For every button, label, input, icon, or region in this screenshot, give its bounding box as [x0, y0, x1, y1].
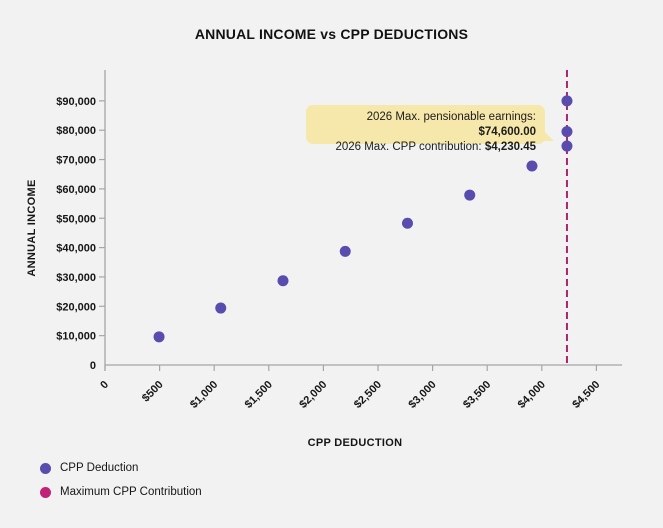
y-tick-label: $80,000 — [56, 125, 96, 137]
y-tick-label: $90,000 — [56, 96, 96, 108]
x-tick-label: $2,000 — [297, 379, 329, 411]
data-point — [526, 160, 538, 172]
data-point — [215, 302, 227, 314]
pensionable-earnings-value: $74,600.00 — [478, 126, 536, 138]
data-point — [401, 217, 413, 229]
x-tick-label: $4,000 — [516, 379, 548, 411]
y-tick-label: $60,000 — [56, 184, 96, 196]
legend-label: CPP Deduction — [60, 462, 139, 474]
y-tick-label: $20,000 — [56, 301, 96, 313]
y-tick-label: 0 — [90, 360, 96, 372]
x-tick-label: $3,000 — [406, 379, 438, 411]
legend-item-cpp-deduction: CPP Deduction — [40, 462, 202, 474]
y-axis-title: ANNUAL INCOME — [26, 179, 38, 277]
x-tick-label: $500 — [140, 379, 166, 405]
max-values-annotation: 2026 Max. pensionable earnings: $74,600.… — [306, 105, 554, 153]
annotation-line-pensionable-earnings: 2026 Max. pensionable earnings: $74,600.… — [366, 111, 536, 138]
x-tick-label: $4,500 — [570, 379, 602, 411]
legend-label: Maximum CPP Contribution — [60, 486, 202, 498]
data-point — [277, 275, 289, 287]
y-tick-label: $40,000 — [56, 243, 96, 255]
chart-title: ANNUAL INCOME vs CPP DEDUCTIONS — [194, 26, 469, 42]
y-tick-label: $50,000 — [56, 213, 96, 225]
y-tick-label: $10,000 — [56, 331, 96, 343]
cpp-contribution-value: $4,230.45 — [484, 141, 536, 153]
x-tick-label: $1,500 — [243, 379, 275, 411]
data-point — [339, 245, 351, 257]
x-tick-label: 0 — [98, 379, 111, 392]
cpp-deduction-dot-icon — [40, 462, 51, 474]
annotation-line-cpp-contribution: 2026 Max. CPP contribution: $4,230.45 — [335, 141, 536, 153]
x-tick-label: $2,500 — [352, 379, 384, 411]
data-point — [561, 95, 573, 107]
legend-item-max-cpp-contribution: Maximum CPP Contribution — [40, 486, 202, 498]
x-axis-title: CPP DEDUCTION — [307, 437, 403, 449]
data-point — [561, 126, 573, 138]
annotation-tail — [543, 130, 554, 141]
y-tick-label: $30,000 — [56, 272, 96, 284]
x-tick-label: $1,000 — [188, 379, 220, 411]
data-point — [561, 140, 573, 152]
x-tick-label: $3,500 — [461, 379, 493, 411]
y-tick-label: $70,000 — [56, 155, 96, 167]
max-cpp-contribution-dot-icon — [40, 486, 51, 498]
legend: CPP Deduction Maximum CPP Contribution — [40, 462, 202, 498]
data-point — [153, 331, 165, 343]
data-point — [464, 189, 476, 201]
